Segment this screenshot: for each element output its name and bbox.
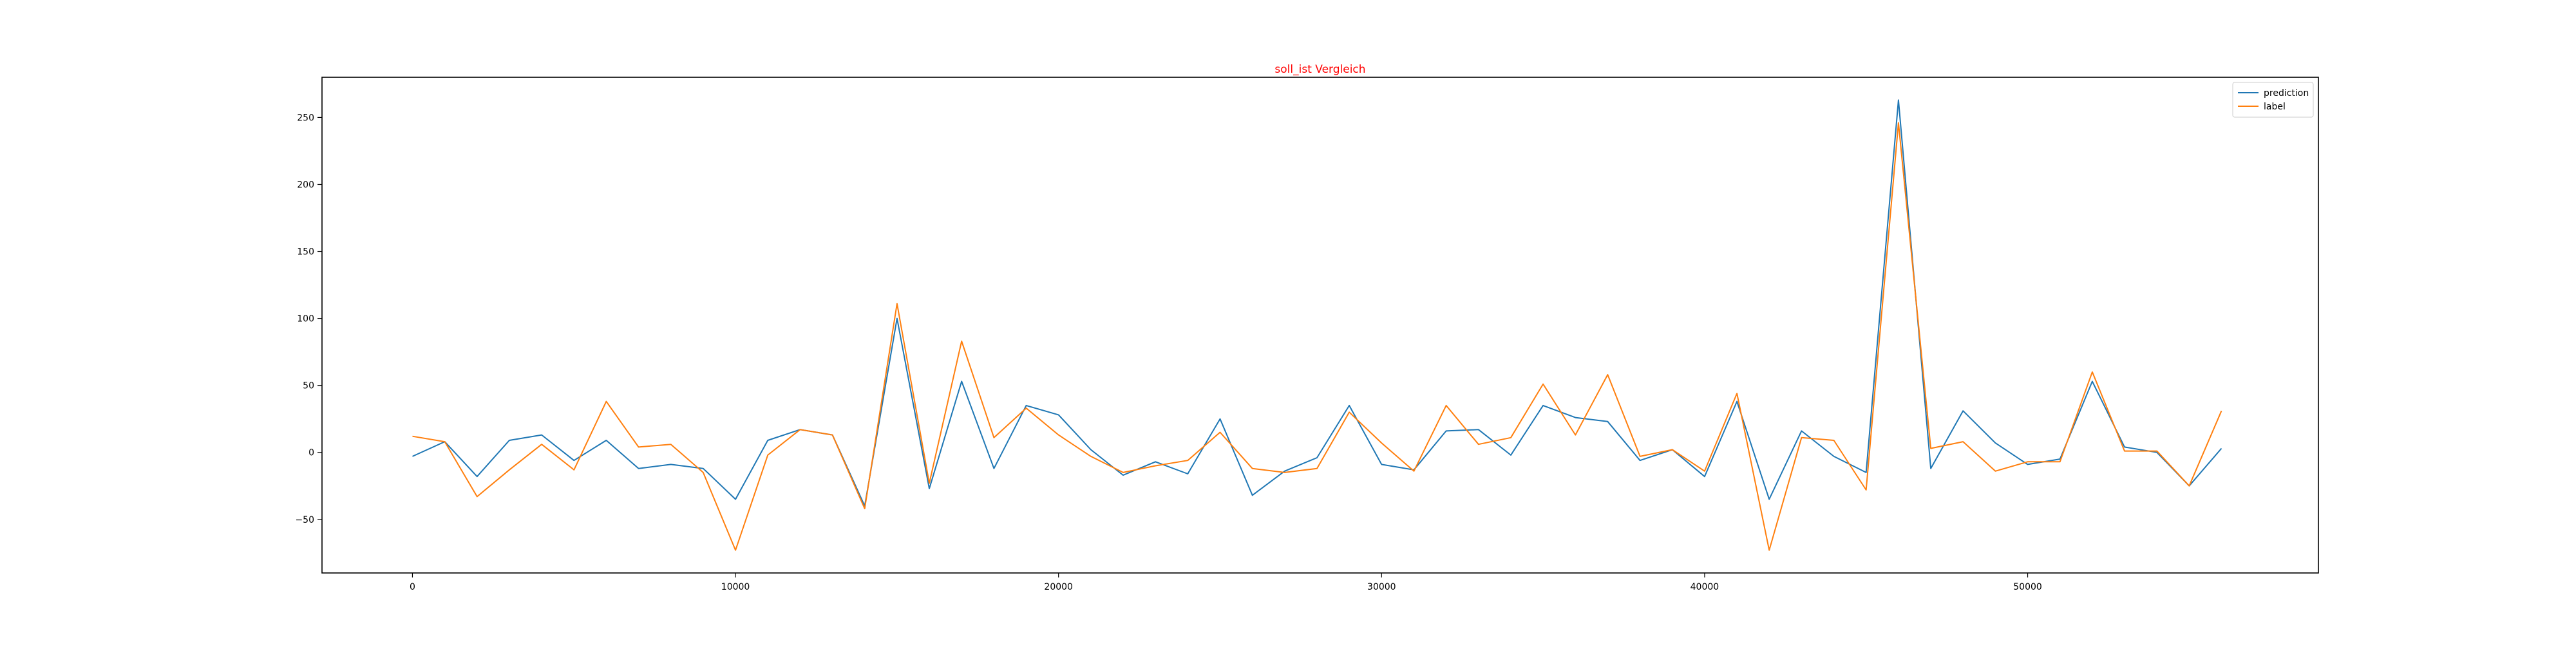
y-tick-label: −50 (295, 515, 314, 525)
y-tick-label: 50 (303, 381, 314, 391)
x-tick-label: 50000 (2013, 582, 2042, 592)
x-tick-label: 10000 (721, 582, 750, 592)
legend-label-label: label (2264, 102, 2286, 112)
x-tick-label: 0 (410, 582, 415, 592)
legend-box (2232, 82, 2314, 118)
x-tick-label: 20000 (1044, 582, 1073, 592)
legend: prediction label (2232, 82, 2314, 118)
plot-frame (321, 77, 2319, 574)
x-tick-label: 30000 (1367, 582, 1396, 592)
x-tick-label: 40000 (1690, 582, 1719, 592)
y-tick-label: 250 (297, 113, 314, 123)
y-tick-label: 0 (308, 448, 314, 458)
x-axis: 0 10000 20000 30000 40000 50000 (410, 573, 2042, 592)
y-tick-label: 200 (297, 180, 314, 190)
y-axis: −50 0 50 100 150 200 250 (295, 113, 322, 525)
y-tick-label: 100 (297, 314, 314, 324)
legend-label-prediction: prediction (2264, 88, 2309, 98)
chart-title: soll_ist Vergleich (1274, 63, 1365, 76)
series-layer (412, 99, 2222, 551)
series-line-label (412, 122, 2222, 551)
y-tick-label: 150 (297, 247, 314, 258)
